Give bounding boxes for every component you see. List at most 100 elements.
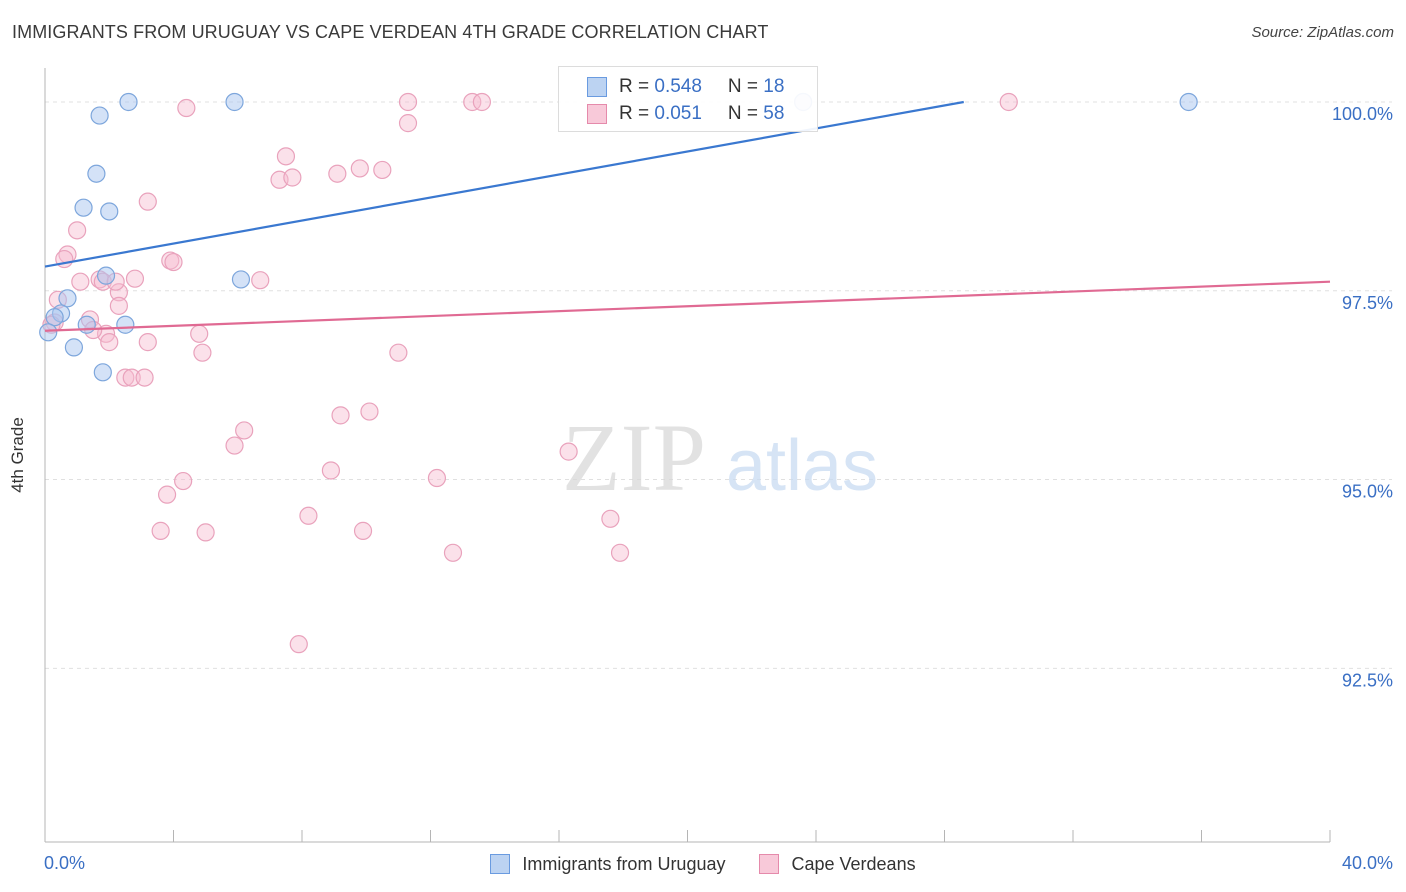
data-point-cape-verdeans: [276, 147, 296, 166]
data-point-cape-verdeans: [235, 421, 254, 440]
data-point-cape-verdeans: [151, 521, 170, 540]
data-point-cape-verdeans: [138, 333, 157, 352]
data-point-uruguay: [58, 289, 77, 308]
legend-n-label: N =: [727, 103, 764, 124]
trend-line-cape-verdeans: [44, 280, 1331, 332]
legend-r-value: 0.548: [654, 76, 702, 97]
source-credit: Source: ZipAtlas.com: [1251, 24, 1394, 41]
bottom-legend-label-cape-verdeans: Cape Verdeans: [791, 853, 916, 874]
legend-row-uruguay: R = 0.548 N = 18: [587, 75, 784, 99]
data-point-uruguay: [96, 266, 116, 285]
data-point-uruguay: [39, 323, 58, 342]
data-point-uruguay: [87, 164, 106, 183]
data-point-uruguay: [45, 308, 64, 327]
data-point-uruguay: [1179, 92, 1198, 112]
data-point-cape-verdeans: [109, 283, 128, 302]
data-point-uruguay: [64, 338, 84, 357]
data-point-uruguay: [119, 92, 138, 112]
data-point-cape-verdeans: [299, 506, 318, 525]
data-point-cape-verdeans: [251, 271, 270, 290]
data-point-cape-verdeans: [443, 543, 463, 562]
data-point-cape-verdeans: [283, 168, 302, 187]
data-point-cape-verdeans: [190, 324, 209, 343]
data-point-uruguay: [77, 315, 96, 334]
data-point-cape-verdeans: [116, 368, 135, 387]
data-point-uruguay: [74, 198, 93, 217]
data-point-cape-verdeans: [398, 92, 418, 112]
gridlines: [45, 101, 1392, 669]
tick-labels: 92.5% 95.0% 97.5% 100.0% 0.0% 40.0%: [44, 104, 1393, 873]
data-point-uruguay: [231, 270, 251, 289]
legend-swatch-pink: [587, 104, 607, 124]
y-tick-label: 97.5%: [1342, 293, 1393, 313]
data-point-cape-verdeans: [389, 343, 408, 362]
bottom-legend-swatch-blue: [490, 854, 511, 874]
data-point-cape-verdeans: [559, 442, 578, 461]
data-point-cape-verdeans: [138, 192, 157, 211]
legend-r-value: 0.051: [654, 103, 702, 124]
data-point-cape-verdeans: [177, 98, 196, 118]
data-point-cape-verdeans: [157, 485, 177, 504]
data-point-cape-verdeans: [350, 159, 369, 178]
axes: [44, 68, 1331, 843]
data-point-cape-verdeans: [360, 402, 379, 421]
x-tick-label-min: 0.0%: [44, 853, 85, 873]
legend-r-label: R =: [619, 103, 655, 124]
bottom-legend: Immigrants from Uruguay Cape Verdeans: [0, 851, 1406, 877]
data-point-cape-verdeans: [196, 523, 215, 542]
watermark-zip: ZIP: [562, 404, 706, 511]
data-point-cape-verdeans: [321, 461, 341, 480]
data-point-cape-verdeans: [398, 114, 418, 133]
legend-swatch-blue: [587, 77, 607, 97]
chart-title: IMMIGRANTS FROM URUGUAY VS CAPE VERDEAN …: [12, 22, 769, 42]
data-point-cape-verdeans: [601, 509, 620, 528]
y-tick-label: 100.0%: [1332, 104, 1393, 124]
data-point-cape-verdeans: [164, 252, 183, 272]
legend-box: R = 0.548 N = 18 R = 0.051 N = 58: [558, 66, 818, 132]
data-point-cape-verdeans: [610, 543, 630, 562]
bottom-legend-swatch-pink: [759, 854, 780, 874]
bottom-legend-cape-verdeans: Cape Verdeans: [759, 853, 916, 875]
data-point-cape-verdeans: [122, 368, 141, 387]
data-point-cape-verdeans: [68, 221, 87, 240]
data-point-cape-verdeans: [174, 471, 193, 491]
data-point-cape-verdeans: [100, 333, 119, 352]
series-cape-verdeans: [42, 92, 1018, 654]
data-point-cape-verdeans: [427, 468, 447, 488]
bottom-legend-label-uruguay: Immigrants from Uruguay: [522, 853, 726, 874]
data-point-cape-verdeans: [193, 343, 212, 362]
data-point-uruguay: [225, 92, 244, 112]
trend-line-uruguay: [44, 100, 964, 268]
legend-n-label: N =: [727, 76, 764, 97]
data-point-cape-verdeans: [135, 368, 154, 387]
data-point-uruguay: [116, 315, 135, 334]
trend-lines: [44, 100, 1331, 332]
data-point-uruguay: [100, 202, 119, 221]
y-axis-title: 4th Grade: [8, 417, 27, 493]
data-point-uruguay: [93, 363, 112, 382]
data-point-cape-verdeans: [463, 92, 482, 112]
data-point-cape-verdeans: [225, 436, 244, 455]
data-point-cape-verdeans: [373, 160, 392, 180]
data-point-cape-verdeans: [289, 635, 308, 654]
data-point-cape-verdeans: [999, 92, 1018, 112]
data-point-cape-verdeans: [331, 406, 350, 425]
data-point-uruguay: [90, 106, 109, 125]
legend-r-label: R =: [619, 76, 655, 97]
y-tick-label: 95.0%: [1342, 482, 1393, 502]
data-point-cape-verdeans: [353, 521, 373, 540]
data-point-cape-verdeans: [472, 92, 491, 112]
data-point-cape-verdeans: [71, 272, 90, 291]
bottom-legend-uruguay: Immigrants from Uruguay: [490, 854, 725, 875]
legend-n-value: 18: [763, 76, 785, 97]
data-point-cape-verdeans: [328, 164, 347, 183]
watermark-atlas: atlas: [726, 426, 878, 506]
data-point-cape-verdeans: [125, 269, 145, 288]
y-tick-label: 92.5%: [1342, 670, 1393, 690]
watermark: ZIP atlas: [562, 404, 878, 511]
legend-n-value: 58: [763, 103, 785, 124]
legend-row-cape-verdeans: R = 0.051 N = 58: [587, 102, 784, 126]
x-tick-label-max: 40.0%: [1342, 853, 1393, 873]
data-point-cape-verdeans: [109, 296, 128, 315]
